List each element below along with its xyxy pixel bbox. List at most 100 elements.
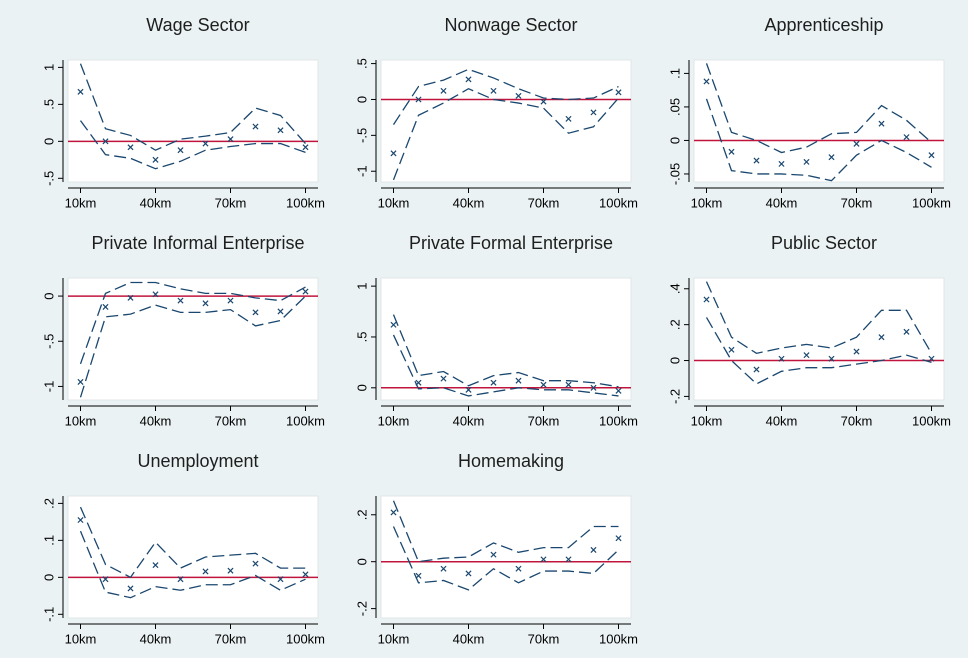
- x-tick-label: 70km: [215, 631, 247, 646]
- y-tick-label: 0: [354, 558, 369, 565]
- ci-line: [79, 295, 306, 398]
- y-tick-label: .4: [667, 283, 682, 294]
- y-tick-label: 0: [41, 292, 56, 299]
- y-tick-label: .2: [667, 319, 682, 330]
- point-marker: [490, 87, 497, 94]
- y-tick-label: 0: [667, 357, 682, 364]
- point-marker: [202, 568, 209, 575]
- y-tick-label: -1: [41, 381, 56, 393]
- point-marker: [728, 346, 735, 353]
- point-marker: [177, 576, 184, 583]
- point-marker: [565, 381, 572, 388]
- point-marker: [590, 109, 597, 116]
- point-marker: [277, 308, 284, 315]
- point-marker: [152, 562, 159, 569]
- x-tick-label: 10km: [691, 413, 723, 428]
- y-tick-label: .2: [354, 509, 369, 520]
- plot-region: [380, 495, 632, 619]
- point-marker: [202, 140, 209, 147]
- point-marker: [77, 517, 84, 524]
- y-tick-label: 0: [354, 384, 369, 391]
- point-marker: [540, 556, 547, 563]
- point-marker: [928, 355, 935, 362]
- point-marker: [390, 509, 397, 516]
- x-tick-label: 70km: [215, 413, 247, 428]
- y-tick-label: 0: [667, 137, 682, 144]
- y-tick-label: -.5: [41, 334, 56, 349]
- x-tick-label: 40km: [766, 413, 798, 428]
- point-marker: [277, 576, 284, 583]
- panel-title: Private Informal Enterprise: [91, 233, 304, 253]
- y-tick-label: -.1: [41, 607, 56, 622]
- point-marker: [390, 150, 397, 157]
- point-marker: [540, 98, 547, 105]
- x-tick-label: 40km: [766, 195, 798, 210]
- point-marker: [465, 570, 472, 577]
- point-marker: [515, 377, 522, 384]
- point-marker: [565, 115, 572, 122]
- y-tick-label: 0: [41, 574, 56, 581]
- x-tick-label: 70km: [841, 413, 873, 428]
- y-tick-label: .5: [354, 58, 369, 69]
- point-marker: [803, 352, 810, 359]
- y-tick-label: -1: [354, 165, 369, 177]
- point-marker: [252, 309, 259, 316]
- x-tick-label: 100km: [599, 195, 638, 210]
- x-tick-label: 40km: [453, 631, 485, 646]
- point-marker: [227, 136, 234, 143]
- x-tick-label: 40km: [140, 413, 172, 428]
- point-marker: [127, 585, 134, 592]
- x-tick-label: 100km: [286, 195, 325, 210]
- point-marker: [77, 378, 84, 385]
- plot-region: [67, 495, 319, 619]
- point-marker: [853, 140, 860, 147]
- y-tick-label: 1: [354, 283, 369, 290]
- point-marker: [152, 156, 159, 163]
- point-marker: [465, 76, 472, 83]
- x-tick-label: 100km: [912, 195, 951, 210]
- x-tick-label: 40km: [453, 413, 485, 428]
- x-tick-label: 70km: [528, 631, 560, 646]
- ci-line: [392, 500, 619, 563]
- plot-region: [693, 59, 945, 183]
- ci-line: [392, 526, 619, 591]
- point-marker: [878, 334, 885, 341]
- point-marker: [102, 138, 109, 145]
- y-tick-label: .1: [41, 535, 56, 546]
- point-marker: [302, 571, 309, 578]
- plot-region: [67, 277, 319, 401]
- y-tick-label: -.2: [667, 389, 682, 404]
- x-tick-label: 100km: [286, 631, 325, 646]
- ci-line: [392, 314, 619, 388]
- point-marker: [853, 348, 860, 355]
- plot-region: [693, 277, 945, 401]
- y-tick-label: .5: [354, 332, 369, 343]
- point-marker: [127, 144, 134, 151]
- point-marker: [928, 152, 935, 159]
- point-marker: [277, 127, 284, 134]
- panel-title: Public Sector: [771, 233, 877, 253]
- point-marker: [152, 291, 159, 298]
- point-marker: [703, 296, 710, 303]
- point-marker: [102, 576, 109, 583]
- point-marker: [903, 328, 910, 335]
- ci-line: [79, 506, 306, 579]
- point-marker: [252, 560, 259, 567]
- point-marker: [515, 92, 522, 99]
- point-marker: [590, 546, 597, 553]
- x-tick-label: 70km: [841, 195, 873, 210]
- ci-line: [705, 98, 932, 182]
- point-marker: [177, 297, 184, 304]
- y-tick-label: 0: [354, 96, 369, 103]
- y-tick-label: -.2: [354, 601, 369, 616]
- point-marker: [590, 384, 597, 391]
- x-tick-label: 10km: [378, 631, 410, 646]
- x-tick-label: 100km: [599, 631, 638, 646]
- point-marker: [440, 87, 447, 94]
- point-marker: [302, 144, 309, 151]
- point-marker: [302, 288, 309, 295]
- x-tick-label: 10km: [65, 195, 97, 210]
- point-marker: [415, 96, 422, 103]
- point-marker: [615, 387, 622, 394]
